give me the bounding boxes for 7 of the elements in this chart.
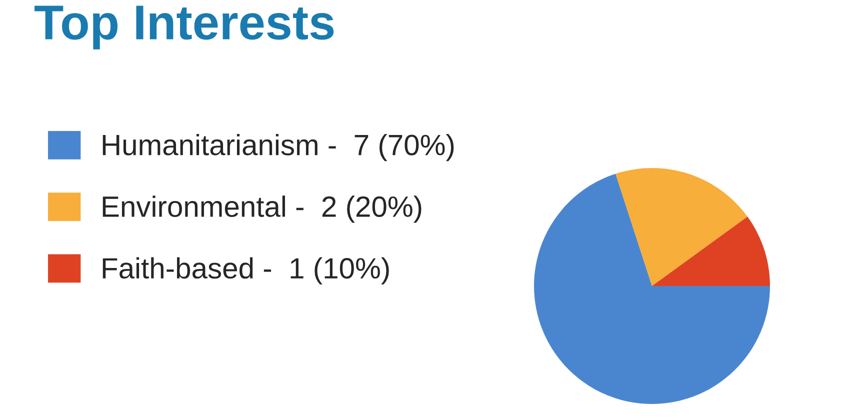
pie-slice xyxy=(616,168,748,286)
pie-slice xyxy=(652,216,770,286)
chart-title: Top Interests xyxy=(34,6,334,50)
legend-label: Environmental - 2 (20%) xyxy=(102,196,422,223)
legend-label: Faith-based - 1 (10%) xyxy=(102,257,389,284)
pie-slice xyxy=(534,174,770,404)
legend-label: Humanitarianism - 7 (70%) xyxy=(102,134,454,162)
